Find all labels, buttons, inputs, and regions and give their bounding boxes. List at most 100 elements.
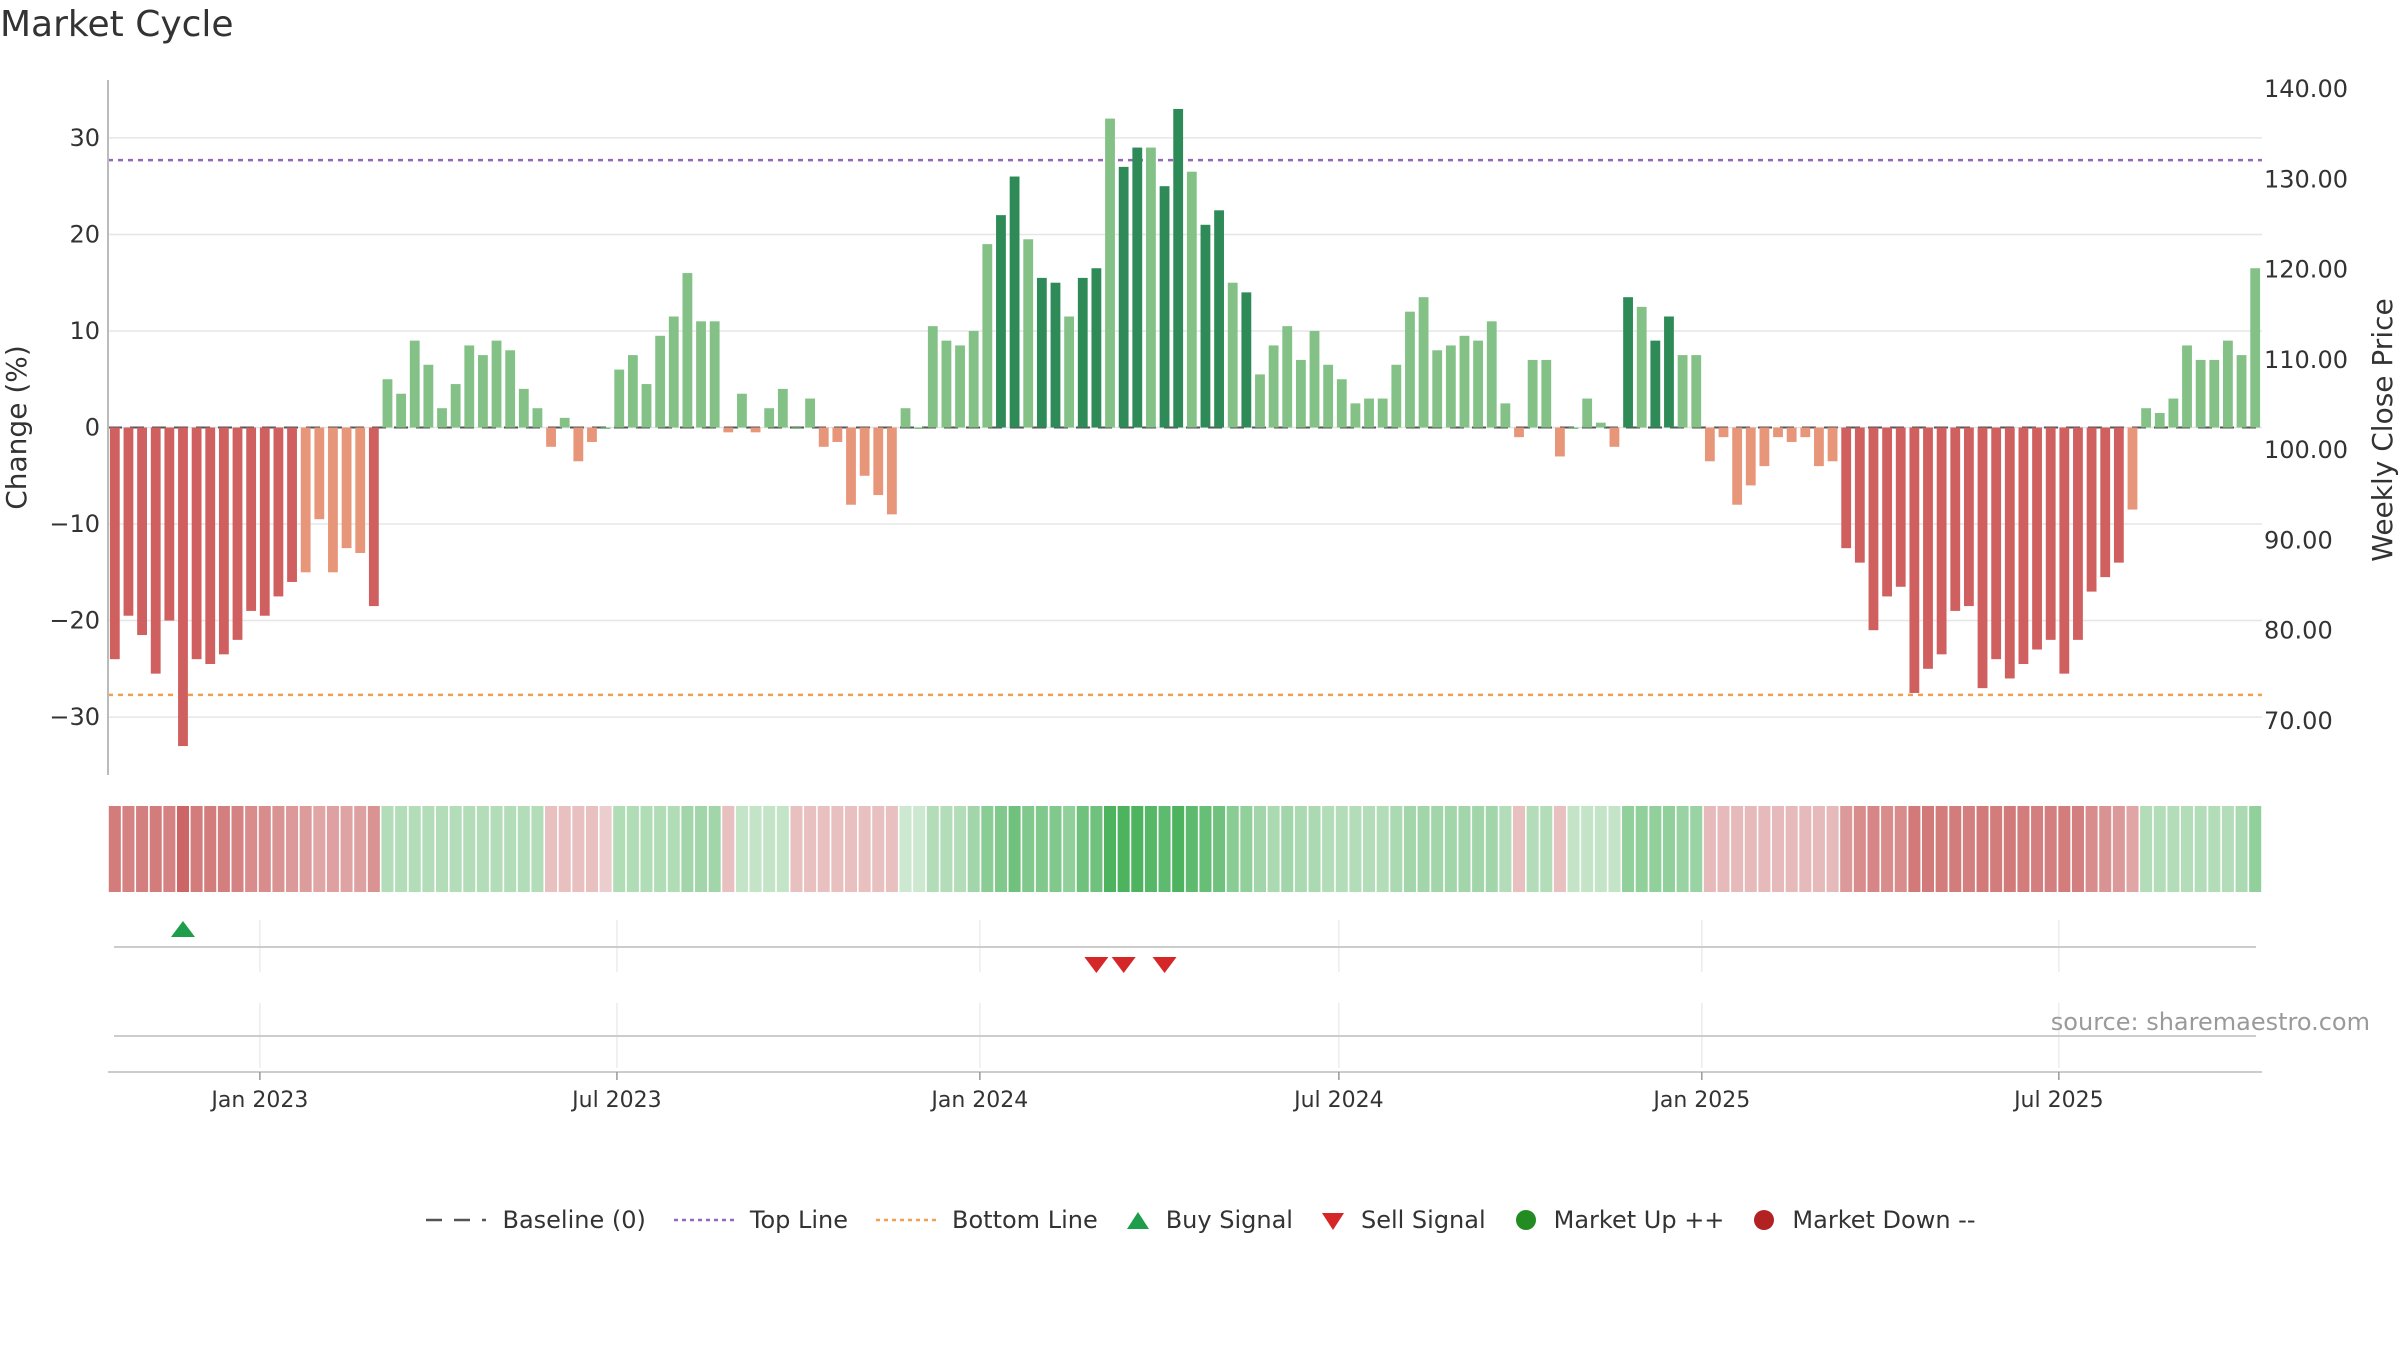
x-tick-label: Jul 2025	[2012, 1088, 2104, 1113]
strip-cell	[981, 806, 994, 892]
y-tick-label: 30	[69, 124, 100, 152]
bar	[314, 427, 325, 520]
legend-label: Market Down --	[1792, 1206, 1976, 1234]
bar	[450, 384, 461, 428]
buy-signal-marker	[170, 921, 195, 937]
y-tick-label: −30	[49, 703, 100, 731]
legend-swatch-triangle-down	[1321, 1213, 1344, 1230]
bar	[1459, 335, 1470, 428]
strip-cell	[844, 806, 858, 892]
bar	[2250, 268, 2261, 428]
legend-item-top-line: Top Line	[672, 1206, 848, 1234]
bar	[1691, 355, 1702, 428]
bar	[2032, 427, 2042, 650]
strip-cell	[367, 806, 380, 892]
bar	[1364, 398, 1374, 428]
strip-cell	[1185, 806, 1198, 892]
strip-cell	[2221, 806, 2234, 892]
bar	[2182, 345, 2192, 428]
bar	[2236, 355, 2247, 428]
bar	[1227, 282, 1238, 428]
bar	[1132, 147, 1143, 428]
strip-cell	[2058, 806, 2071, 892]
bar	[518, 388, 529, 428]
strip-cell	[1281, 806, 1294, 892]
bar	[2113, 427, 2124, 563]
bar	[1623, 297, 1633, 428]
bar	[1514, 427, 1524, 438]
strip-cell	[599, 806, 612, 892]
bar	[737, 393, 747, 428]
y-tick-label: 0	[85, 414, 100, 442]
strip-cell	[258, 806, 271, 892]
bar	[1923, 427, 1933, 669]
strip-cell	[722, 806, 735, 892]
strip-cell	[531, 806, 544, 892]
strip-cell	[1226, 806, 1239, 892]
strip-cell	[517, 806, 530, 892]
legend-swatch-dotted	[673, 1218, 734, 1222]
strip-cell	[2181, 806, 2194, 892]
strip-cell	[463, 806, 476, 892]
strip-cell	[872, 806, 885, 892]
bar	[205, 427, 216, 664]
legend-swatch-dash	[426, 1218, 487, 1222]
bar	[1595, 422, 1606, 428]
bar	[1841, 427, 1852, 549]
bar	[1282, 326, 1293, 428]
legend-item-sell: Sell Signal	[1319, 1206, 1486, 1234]
bar	[1568, 427, 1579, 429]
bar	[914, 427, 925, 429]
legend-item-baseline: Baseline (0)	[424, 1206, 646, 1234]
strip-cell	[1403, 806, 1416, 892]
legend-label: Market Up ++	[1553, 1206, 1725, 1234]
x-tick-label: Jan 2024	[929, 1088, 1028, 1113]
strip-cell	[1567, 806, 1580, 892]
strip-cell	[817, 806, 830, 892]
strip-cell	[476, 806, 489, 892]
strip-cell	[626, 806, 639, 892]
strip-cell	[967, 806, 980, 892]
strip-cell	[395, 806, 408, 892]
legend-item-bottom-line: Bottom Line	[874, 1206, 1098, 1234]
strip-cell	[326, 806, 339, 892]
strip-cell	[1962, 806, 1975, 892]
strip-cell	[1294, 806, 1307, 892]
strip-cell	[790, 806, 803, 892]
bar	[2086, 427, 2097, 592]
y-tick-label: 10	[69, 317, 100, 345]
strip-cell	[1731, 806, 1744, 892]
y2-axis-label: Weekly Close Price	[2366, 298, 2399, 561]
bar	[2018, 427, 2029, 664]
strip-cell	[1267, 806, 1280, 892]
strip-cell	[217, 806, 230, 892]
strip-cell	[1826, 806, 1839, 892]
bar	[1091, 268, 1102, 428]
bar	[859, 427, 870, 476]
legend-swatch-circle	[1754, 1210, 1775, 1230]
bar	[1486, 321, 1497, 428]
strip-cell	[272, 806, 285, 892]
bar	[791, 427, 802, 429]
bar	[982, 244, 993, 428]
bar	[1377, 398, 1388, 428]
strip-cell	[1935, 806, 1948, 892]
bar	[341, 427, 352, 549]
strip-cell	[313, 806, 326, 892]
strip-cell	[899, 806, 912, 892]
bar	[1636, 306, 1647, 428]
bar	[546, 427, 556, 447]
strip-cell	[2003, 806, 2016, 892]
strip-cell	[122, 806, 135, 892]
bar	[1255, 374, 1265, 428]
strip-cell	[763, 806, 776, 892]
bar	[300, 427, 311, 573]
strip-cell	[2167, 806, 2180, 892]
strip-cell	[1390, 806, 1403, 892]
y2-tick-label: 110.00	[2264, 346, 2348, 374]
bar	[109, 427, 120, 660]
legend-swatch-circle	[1515, 1210, 1536, 1230]
strip-cell	[286, 806, 299, 892]
bar	[818, 427, 829, 447]
bar	[1295, 359, 1306, 428]
